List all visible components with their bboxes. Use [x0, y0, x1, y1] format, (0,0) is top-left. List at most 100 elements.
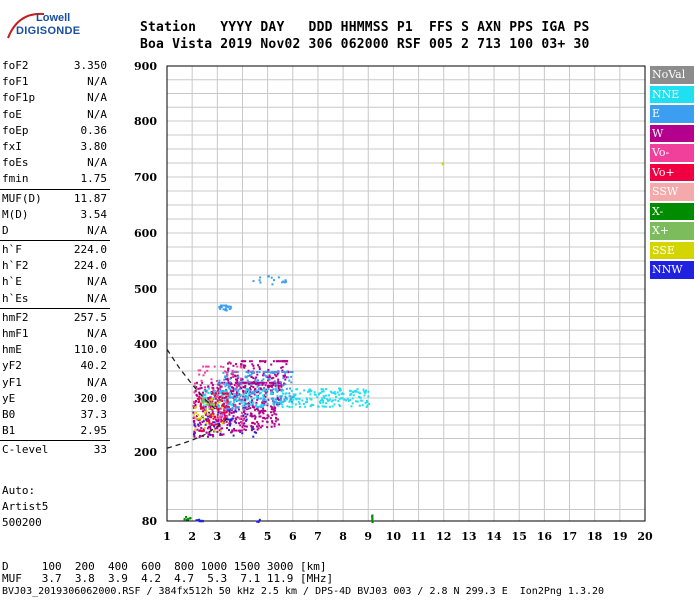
- data-point-vo-: [226, 400, 229, 403]
- data-point-w: [227, 367, 230, 370]
- data-point-nne: [366, 401, 369, 404]
- param-value: 1.75: [80, 172, 108, 186]
- data-point-w: [241, 360, 244, 363]
- data-point-nne: [262, 388, 265, 391]
- data-point-w: [257, 364, 260, 367]
- data-point-vo-: [220, 365, 223, 368]
- data-point-w: [246, 390, 249, 393]
- data-point-nne: [207, 387, 210, 390]
- data-point-w: [248, 387, 251, 390]
- data-point-w: [261, 411, 264, 414]
- data-point-w: [218, 383, 221, 386]
- data-point-x-: [371, 514, 374, 517]
- data-point-w: [266, 416, 269, 419]
- data-point-vo-: [214, 397, 217, 400]
- data-point-w: [236, 393, 239, 396]
- muf-trace-line: [166, 416, 231, 449]
- data-point-w: [270, 405, 273, 408]
- data-point-nne: [288, 406, 291, 409]
- data-point-nne: [361, 404, 364, 407]
- data-point-w: [258, 368, 261, 371]
- data-point-vo-: [238, 398, 241, 401]
- data-point-w: [283, 374, 286, 377]
- data-point-e: [282, 371, 285, 373]
- data-point-e: [273, 402, 276, 405]
- data-point-vo-: [204, 371, 207, 374]
- data-point-w: [266, 384, 269, 387]
- data-point-e: [254, 379, 257, 382]
- data-point-nne: [292, 398, 295, 401]
- y-tick-label: 800: [134, 115, 157, 128]
- param-value: N/A: [87, 275, 107, 289]
- data-point-sse: [195, 411, 198, 414]
- data-point-nne: [262, 396, 265, 399]
- data-point-e: [277, 401, 280, 404]
- data-point-e: [225, 305, 228, 308]
- data-point-nnw: [231, 417, 234, 420]
- data-point-w: [282, 374, 285, 377]
- data-point-w: [236, 416, 239, 419]
- param-value: 11.87: [73, 191, 107, 205]
- data-point-w: [262, 360, 265, 363]
- data-point-w: [260, 388, 263, 391]
- data-point-vo-: [214, 395, 217, 398]
- data-point-w: [244, 386, 247, 389]
- data-point-e: [235, 400, 238, 403]
- data-point-w: [250, 413, 253, 416]
- data-point-vo-: [203, 386, 206, 389]
- data-point-w: [212, 424, 215, 427]
- data-point-nnw: [198, 518, 201, 521]
- data-point-sse: [205, 410, 208, 413]
- data-point-vo-: [199, 418, 202, 421]
- data-point-nne: [243, 401, 246, 404]
- data-point-w: [244, 415, 247, 418]
- x-tick-label: 4: [239, 530, 247, 543]
- param-value: N/A: [87, 107, 107, 121]
- data-point-e: [252, 280, 255, 283]
- data-point-vo-: [216, 400, 219, 403]
- data-point-nne: [306, 398, 309, 401]
- data-point-w: [277, 380, 280, 383]
- data-point-nne: [228, 394, 231, 397]
- data-point-nne: [368, 402, 371, 405]
- data-point-nne: [337, 400, 340, 403]
- param-name: MUF(D): [2, 191, 42, 205]
- data-point-x-: [201, 401, 204, 404]
- data-point-e: [270, 390, 273, 393]
- data-point-nne: [257, 388, 260, 391]
- data-point-nne: [319, 401, 322, 404]
- data-point-e: [247, 371, 250, 374]
- data-point-nne: [286, 398, 289, 401]
- data-point-w: [286, 360, 289, 363]
- data-point-w: [209, 428, 212, 431]
- data-point-nne: [239, 393, 242, 396]
- data-point-w: [268, 376, 271, 379]
- data-point-nne: [332, 399, 335, 402]
- logo-swoosh-icon: [7, 12, 45, 39]
- data-point-nne: [202, 404, 205, 407]
- data-point-w: [275, 417, 278, 420]
- data-point-e: [264, 371, 267, 373]
- data-point-w: [220, 416, 223, 419]
- param-name: M(D): [2, 207, 29, 221]
- data-point-nne: [310, 403, 313, 406]
- data-point-e: [225, 383, 228, 386]
- data-point-e: [224, 309, 227, 312]
- data-point-w: [207, 433, 210, 436]
- data-point-w: [250, 375, 253, 378]
- data-point-nne: [240, 401, 243, 404]
- data-point-nne: [228, 401, 231, 404]
- data-point-e: [255, 371, 258, 373]
- data-point-e: [284, 372, 287, 375]
- data-point-e: [237, 406, 240, 409]
- param-row: B1 2.95: [0, 423, 110, 439]
- header-values: Boa Vista 2019 Nov02 306 062000 RSF 005 …: [140, 37, 590, 52]
- data-point-nnw: [228, 424, 231, 427]
- data-point-w: [225, 404, 228, 407]
- data-point-sse: [220, 430, 223, 433]
- param-value: 3.54: [80, 207, 108, 221]
- data-point-w: [252, 377, 255, 380]
- data-point-sse: [220, 406, 223, 409]
- data-point-w: [271, 421, 274, 424]
- data-point-w: [232, 386, 235, 389]
